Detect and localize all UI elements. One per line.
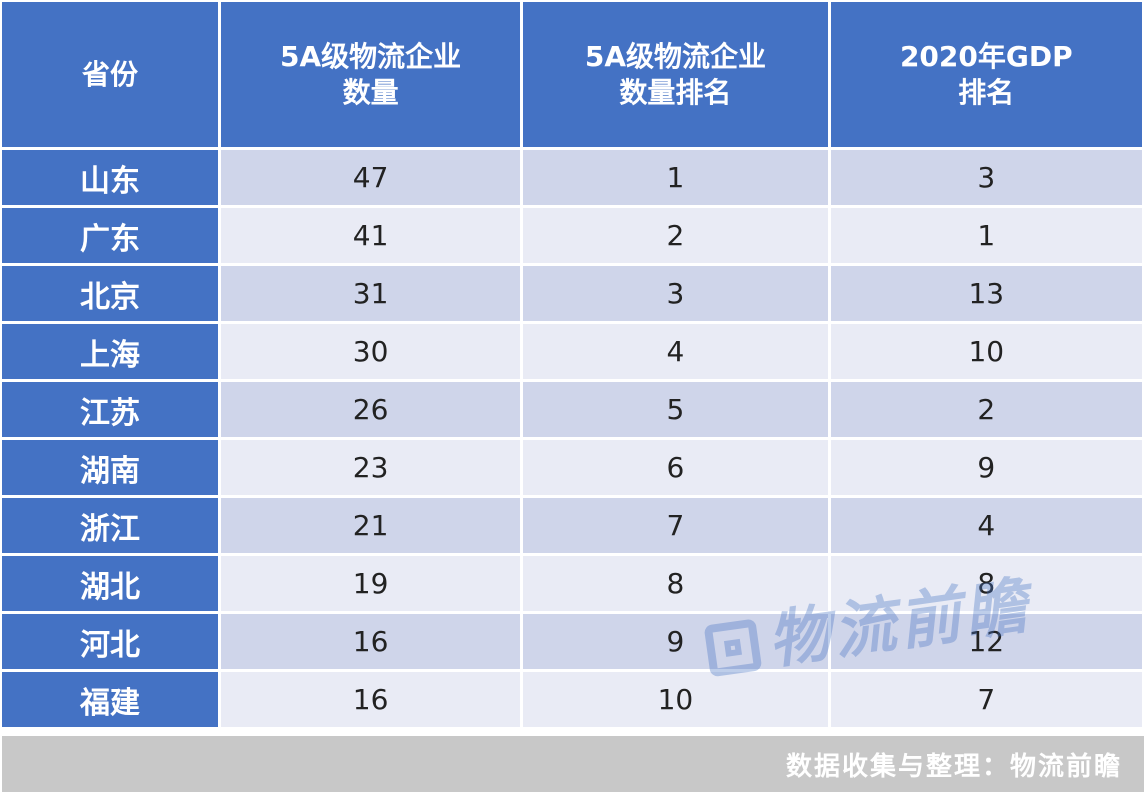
province-cell: 江苏 [2, 382, 218, 437]
gdp-rank-cell: 12 [830, 614, 1142, 669]
province-cell: 湖北 [2, 556, 218, 611]
gdp-rank-cell: 9 [830, 440, 1142, 495]
table-row: 山东 47 1 3 [2, 150, 1142, 205]
province-cell: 湖南 [2, 440, 218, 495]
count-rank-cell: 1 [523, 150, 828, 205]
province-cell: 河北 [2, 614, 218, 669]
province-cell: 福建 [2, 672, 218, 727]
header-count-rank: 5A级物流企业 数量排名 [523, 2, 828, 147]
count-rank-cell: 9 [523, 614, 828, 669]
province-cell: 北京 [2, 266, 218, 321]
source-note: 数据收集与整理：物流前瞻 [785, 752, 1122, 782]
header-row: 省份 5A级物流企业 数量 5A级物流企业 数量排名 2020年GDP 排名 [2, 2, 1142, 147]
gdp-rank-cell: 4 [830, 498, 1142, 553]
count-cell: 47 [220, 150, 521, 205]
header-count: 5A级物流企业 数量 [220, 2, 521, 147]
province-cell: 上海 [2, 324, 218, 379]
province-cell: 广东 [2, 208, 218, 263]
count-rank-cell: 6 [523, 440, 828, 495]
count-rank-cell: 3 [523, 266, 828, 321]
header-gdp-rank: 2020年GDP 排名 [830, 2, 1142, 147]
table-row: 广东 41 2 1 [2, 208, 1142, 263]
table-row: 江苏 26 5 2 [2, 382, 1142, 437]
count-cell: 26 [220, 382, 521, 437]
gdp-rank-cell: 3 [830, 150, 1142, 205]
count-rank-cell: 5 [523, 382, 828, 437]
gdp-rank-cell: 13 [830, 266, 1142, 321]
table-row: 湖南 23 6 9 [2, 440, 1142, 495]
count-rank-cell: 2 [523, 208, 828, 263]
header-province: 省份 [2, 2, 218, 147]
count-cell: 41 [220, 208, 521, 263]
table-row: 福建 16 10 7 [2, 672, 1142, 727]
count-rank-cell: 10 [523, 672, 828, 727]
source-footer: 数据收集与整理：物流前瞻 [2, 736, 1144, 792]
logistics-table: 省份 5A级物流企业 数量 5A级物流企业 数量排名 2020年GDP 排名 山… [2, 2, 1142, 727]
table-row: 北京 31 3 13 [2, 266, 1142, 321]
data-table-container: 省份 5A级物流企业 数量 5A级物流企业 数量排名 2020年GDP 排名 山… [2, 2, 1142, 727]
province-cell: 浙江 [2, 498, 218, 553]
province-cell: 山东 [2, 150, 218, 205]
count-cell: 23 [220, 440, 521, 495]
table-row: 河北 16 9 12 [2, 614, 1142, 669]
gdp-rank-cell: 7 [830, 672, 1142, 727]
gdp-rank-cell: 10 [830, 324, 1142, 379]
count-cell: 19 [220, 556, 521, 611]
count-rank-cell: 4 [523, 324, 828, 379]
table-row: 上海 30 4 10 [2, 324, 1142, 379]
count-cell: 21 [220, 498, 521, 553]
count-rank-cell: 8 [523, 556, 828, 611]
count-cell: 16 [220, 672, 521, 727]
table-row: 浙江 21 7 4 [2, 498, 1142, 553]
gdp-rank-cell: 8 [830, 556, 1142, 611]
table-row: 湖北 19 8 8 [2, 556, 1142, 611]
count-cell: 30 [220, 324, 521, 379]
count-cell: 16 [220, 614, 521, 669]
gdp-rank-cell: 1 [830, 208, 1142, 263]
gdp-rank-cell: 2 [830, 382, 1142, 437]
count-cell: 31 [220, 266, 521, 321]
count-rank-cell: 7 [523, 498, 828, 553]
